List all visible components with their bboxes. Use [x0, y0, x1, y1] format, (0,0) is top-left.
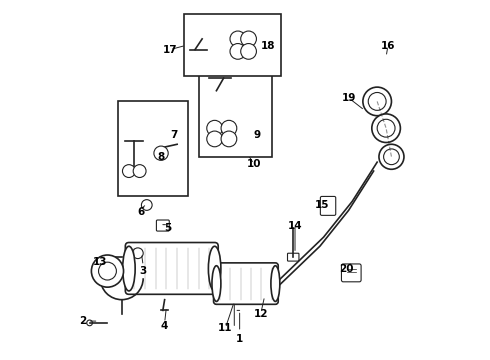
Text: 14: 14 [288, 221, 302, 231]
Text: 1: 1 [236, 334, 243, 344]
Ellipse shape [271, 266, 280, 301]
Circle shape [221, 120, 237, 136]
Circle shape [241, 31, 256, 47]
Text: 17: 17 [163, 45, 177, 55]
FancyBboxPatch shape [184, 14, 281, 76]
Text: 18: 18 [261, 41, 275, 51]
Text: 19: 19 [342, 93, 356, 103]
Text: 11: 11 [218, 323, 233, 333]
Circle shape [87, 320, 93, 326]
Text: 20: 20 [340, 264, 354, 274]
Circle shape [98, 262, 117, 280]
Text: 9: 9 [254, 130, 261, 140]
Text: 4: 4 [161, 321, 168, 332]
FancyBboxPatch shape [342, 264, 361, 282]
Text: 3: 3 [140, 266, 147, 276]
Circle shape [207, 131, 222, 147]
Text: 12: 12 [254, 309, 269, 319]
Circle shape [230, 44, 245, 59]
Circle shape [372, 114, 400, 143]
FancyBboxPatch shape [288, 253, 299, 261]
Text: 16: 16 [381, 41, 395, 51]
Circle shape [221, 131, 237, 147]
Circle shape [368, 93, 386, 111]
Circle shape [132, 248, 143, 258]
Text: 6: 6 [138, 207, 145, 217]
Circle shape [377, 119, 395, 137]
Text: 8: 8 [157, 152, 165, 162]
Circle shape [384, 149, 399, 165]
Circle shape [133, 165, 146, 177]
Text: 5: 5 [165, 223, 172, 233]
FancyBboxPatch shape [125, 243, 218, 294]
Circle shape [230, 31, 245, 47]
Text: 10: 10 [246, 159, 261, 169]
Ellipse shape [212, 266, 221, 301]
FancyBboxPatch shape [214, 263, 278, 304]
Text: 2: 2 [79, 316, 86, 326]
Ellipse shape [208, 246, 221, 291]
Circle shape [379, 144, 404, 169]
FancyBboxPatch shape [156, 220, 169, 231]
Circle shape [142, 200, 152, 210]
Circle shape [122, 165, 135, 177]
Text: 13: 13 [93, 257, 108, 267]
Ellipse shape [122, 246, 135, 291]
Circle shape [241, 44, 256, 59]
Circle shape [154, 146, 168, 160]
FancyBboxPatch shape [320, 197, 336, 215]
Circle shape [207, 120, 222, 136]
Text: 15: 15 [315, 200, 329, 210]
FancyBboxPatch shape [118, 102, 188, 196]
FancyBboxPatch shape [198, 69, 272, 157]
Circle shape [363, 87, 392, 116]
Text: 7: 7 [170, 130, 177, 140]
Circle shape [92, 255, 123, 287]
